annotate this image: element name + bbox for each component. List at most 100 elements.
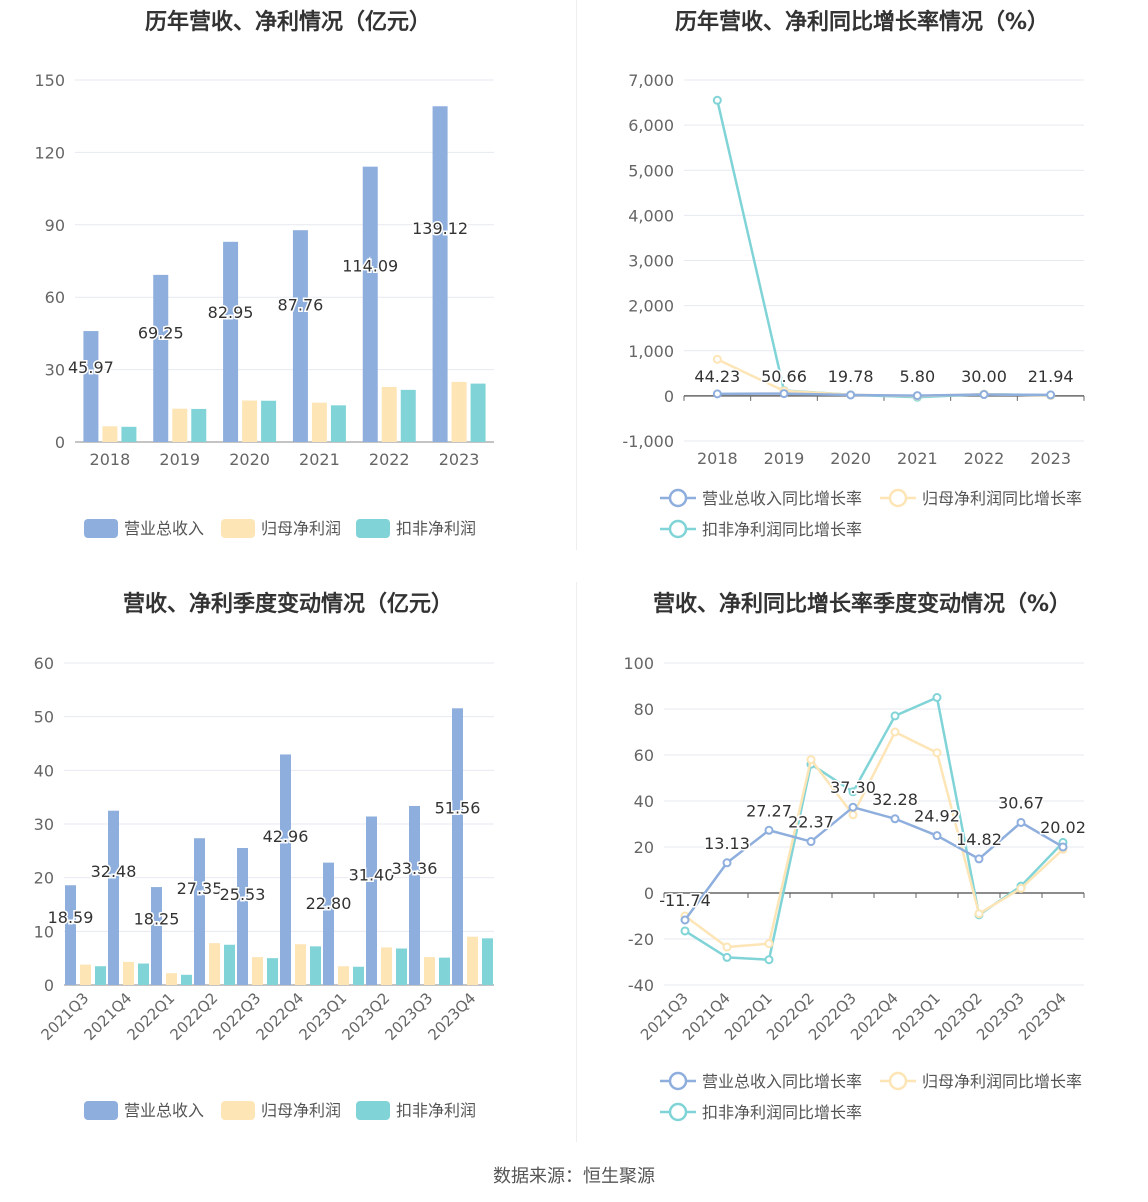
bar [310,946,321,985]
panel-divider-top [576,0,577,550]
data-point [764,955,774,965]
data-label: 69.25 [138,323,184,342]
data-label: 31.40 [349,866,395,885]
data-source-note: 数据来源：恒生聚源 [493,1166,655,1187]
x-tick-label: 2023 [1030,449,1071,468]
chart-svg: 0 30 60 90 120 150 2018 2019 2020 2021 2022 2023 45.… [34,71,494,538]
series-line [683,805,1064,921]
y-tick-label: 80 [634,700,654,719]
y-tick-label: 120 [34,143,65,162]
data-point [974,909,984,919]
bar [400,389,416,442]
y-tick-label: 3,000 [628,252,674,271]
legend-swatch-marker [668,1071,688,1091]
bar [102,426,118,442]
data-point [974,854,984,864]
chart-title: 历年营收、净利情况（亿元） [144,10,431,35]
bar [237,847,248,985]
data-point [712,389,722,399]
x-tick-label: 2018 [90,450,131,469]
y-tick-label: 30 [45,361,65,380]
legend-label: 营业总收入同比增长率 [702,1072,862,1091]
data-point [680,926,690,936]
data-label: 32.28 [872,790,918,809]
bar [261,400,277,442]
data-label: 37.30 [830,778,876,797]
y-tick-label: 60 [634,746,654,765]
legend-label: 归母净利润同比增长率 [922,1072,1082,1091]
y-tick-label: 50 [34,708,54,727]
data-label: 21.94 [1028,367,1074,386]
bar [191,408,207,442]
data-label: 22.37 [788,813,834,832]
data-label: 139.12 [412,219,468,238]
data-point [932,693,942,702]
legend-label: 扣非净利润同比增长率 [702,520,862,539]
data-point [722,858,732,868]
y-tick-label: -40 [628,976,654,995]
data-point [722,952,732,962]
data-label: 19.78 [828,367,874,386]
data-label: 32.48 [91,862,137,881]
bar [330,405,346,442]
data-label: 14.82 [956,830,1002,849]
data-point [764,939,774,949]
data-point [712,95,722,105]
x-tick-label: 2023Q4 [425,989,480,1044]
bar [338,966,349,985]
bar [366,816,377,985]
data-point [1046,390,1056,400]
bar [353,966,364,985]
data-label: 24.92 [914,807,960,826]
chart-annual-revenue-profit: 历年营收、净利情况（亿元） 0 30 60 90 120 150 2018 2019 2020 2… [0,0,576,560]
x-tick-label: 2019 [159,450,200,469]
bar [482,938,493,985]
chart-svg: 01020304050602021Q32021Q42022Q12022Q2202… [34,654,494,1120]
data-label: 27.35 [177,879,223,898]
chart-svg: -1,000 0 1,000 2,000 3,000 4,000 5,000 6,000 7,0… [622,71,1085,539]
y-tick-label: 2,000 [628,297,674,316]
data-label: 82.95 [208,303,254,322]
data-point [848,787,858,797]
chart-title: 营收、净利季度变动情况（亿元） [122,592,453,617]
y-tick-label: 0 [55,433,65,452]
data-label: 30.67 [998,793,1044,812]
y-tick-label: 0 [664,387,674,406]
data-point [712,354,722,364]
y-tick-label: 20 [34,869,54,888]
data-label: 44.23 [694,367,740,386]
legend-swatch-marker [668,519,688,539]
series-line [684,730,1064,949]
y-tick-label: 1,000 [628,342,674,361]
data-point [806,837,816,847]
legend-label: 归母净利润 [261,519,341,538]
x-tick-label: 2020 [830,449,871,468]
y-tick-label: 7,000 [628,71,674,90]
legend-swatch [356,519,390,538]
legend-label: 扣非净利润 [396,519,476,538]
data-point [848,802,858,812]
y-tick-label: 100 [623,654,654,673]
data-label: 18.25 [134,909,180,928]
bar [181,974,192,985]
x-tick-label: 2020 [229,450,270,469]
bar [108,810,119,985]
bar [83,331,99,442]
bar [242,400,258,442]
legend-swatch-marker [888,1071,908,1091]
y-tick-label: 20 [634,838,654,857]
legend-label: 扣非净利润同比增长率 [702,1103,862,1122]
x-tick-label: 2021 [299,450,340,469]
bar [138,963,149,985]
data-point [890,727,900,737]
bar [323,862,334,985]
chart-annual-growth-rate: 历年营收、净利同比增长率情况（%） -1,000 0 1,000 2,000 3,000… [576,0,1148,560]
y-tick-label: -1,000 [622,432,674,451]
data-label: 50.66 [761,367,807,386]
bar [432,106,448,442]
data-label: 18.59 [48,908,94,927]
data-label: 25.53 [220,885,266,904]
data-label: 30.00 [961,367,1007,386]
legend-label: 扣非净利润 [396,1101,476,1120]
bar [311,402,327,442]
